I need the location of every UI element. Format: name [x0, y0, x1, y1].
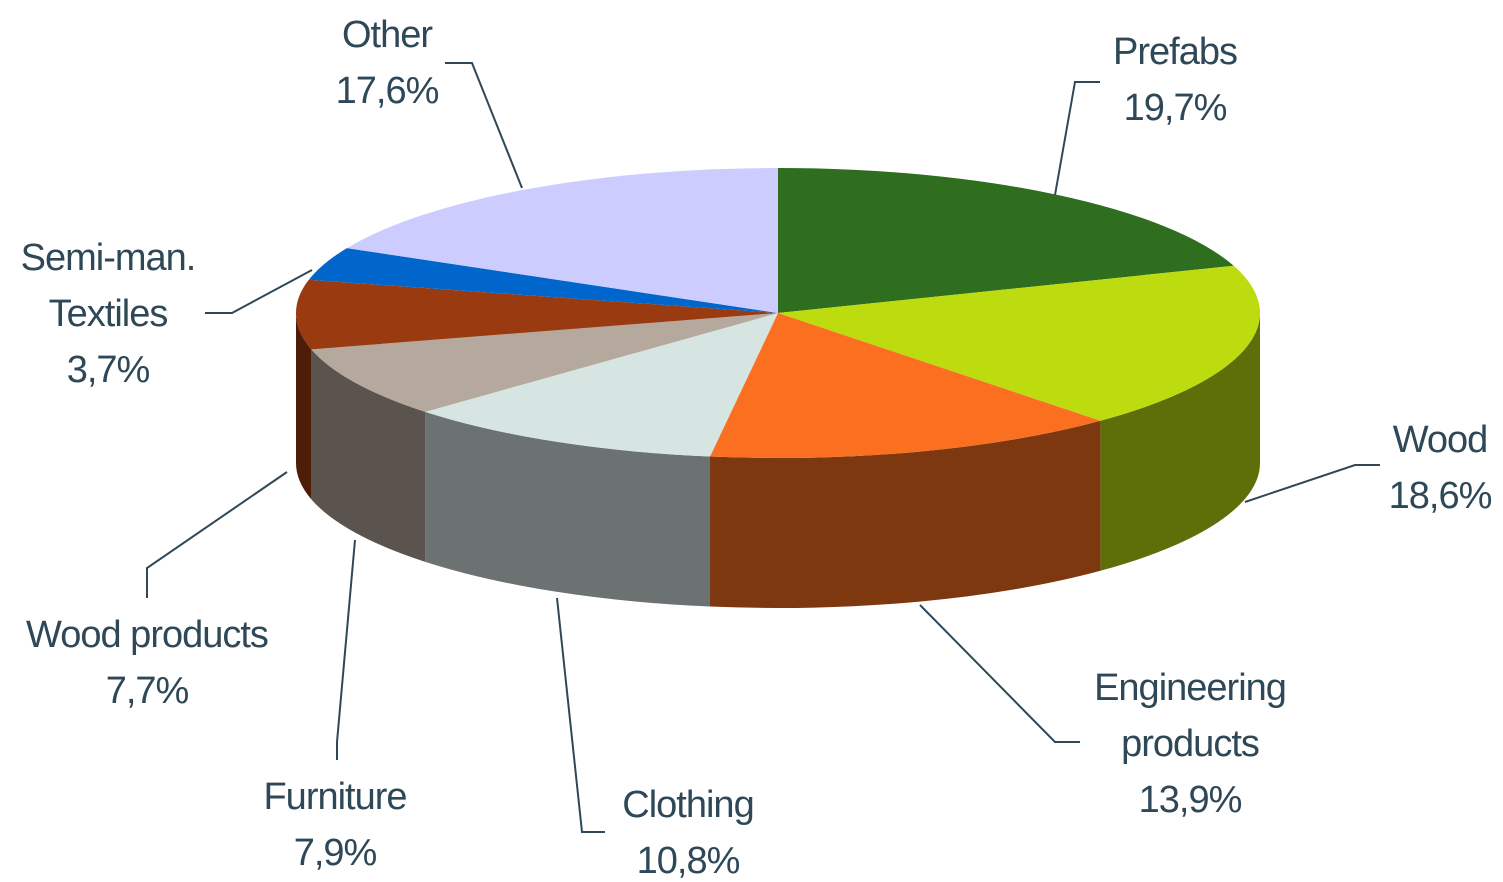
slice-label: Furniture 7,9% [185, 769, 485, 881]
slice [710, 313, 1101, 458]
value-label: 7,7% [105, 670, 190, 712]
slice-label: Prefabs 19,7% [1025, 24, 1325, 136]
slice-side [710, 420, 1101, 609]
value-label: 19,7% [1123, 87, 1228, 129]
category-label: Furniture [263, 776, 407, 818]
slice-label: Wood products 7,7% [0, 607, 297, 719]
slice-side [311, 349, 426, 562]
slice [308, 248, 778, 313]
leader-line [1054, 81, 1100, 196]
category-label: Clothing [622, 784, 754, 826]
slice-side [425, 411, 711, 607]
slice [778, 168, 1234, 313]
value-label: 7,9% [293, 832, 378, 874]
category-label: Semi-man. Textiles [20, 237, 197, 335]
category-label: Prefabs [1113, 31, 1238, 73]
leader-line [146, 471, 288, 598]
slice [296, 279, 778, 350]
leader-line [336, 539, 356, 760]
slice-label: Other 17,6% [237, 7, 537, 119]
slice-label: Semi-man. Textiles 3,7% [8, 230, 208, 398]
slice [425, 313, 778, 457]
leader-line [445, 62, 523, 189]
category-label: Wood products [26, 614, 269, 656]
category-label: Wood [1392, 419, 1489, 461]
leader-line [919, 604, 1080, 743]
slice-label: Engineering products 13,9% [1070, 660, 1310, 828]
slice-label: Clothing 10,8% [538, 777, 838, 882]
leader-line [205, 269, 313, 314]
value-label: 17,6% [335, 70, 440, 112]
value-label: 3,7% [66, 349, 151, 391]
slice [778, 265, 1260, 421]
slice-label: Wood 18,6% [1290, 412, 1503, 524]
leader-line [556, 597, 605, 833]
slice-side [1100, 313, 1260, 571]
value-label: 18,6% [1388, 475, 1493, 517]
value-label: 13,9% [1138, 779, 1243, 821]
category-label: Other [341, 14, 433, 56]
leader-line [1244, 464, 1380, 503]
slice [346, 168, 778, 313]
slice [311, 313, 778, 412]
slice-side [296, 313, 312, 500]
value-label: 10,8% [636, 840, 741, 882]
category-label: Engineering products [1094, 667, 1287, 765]
